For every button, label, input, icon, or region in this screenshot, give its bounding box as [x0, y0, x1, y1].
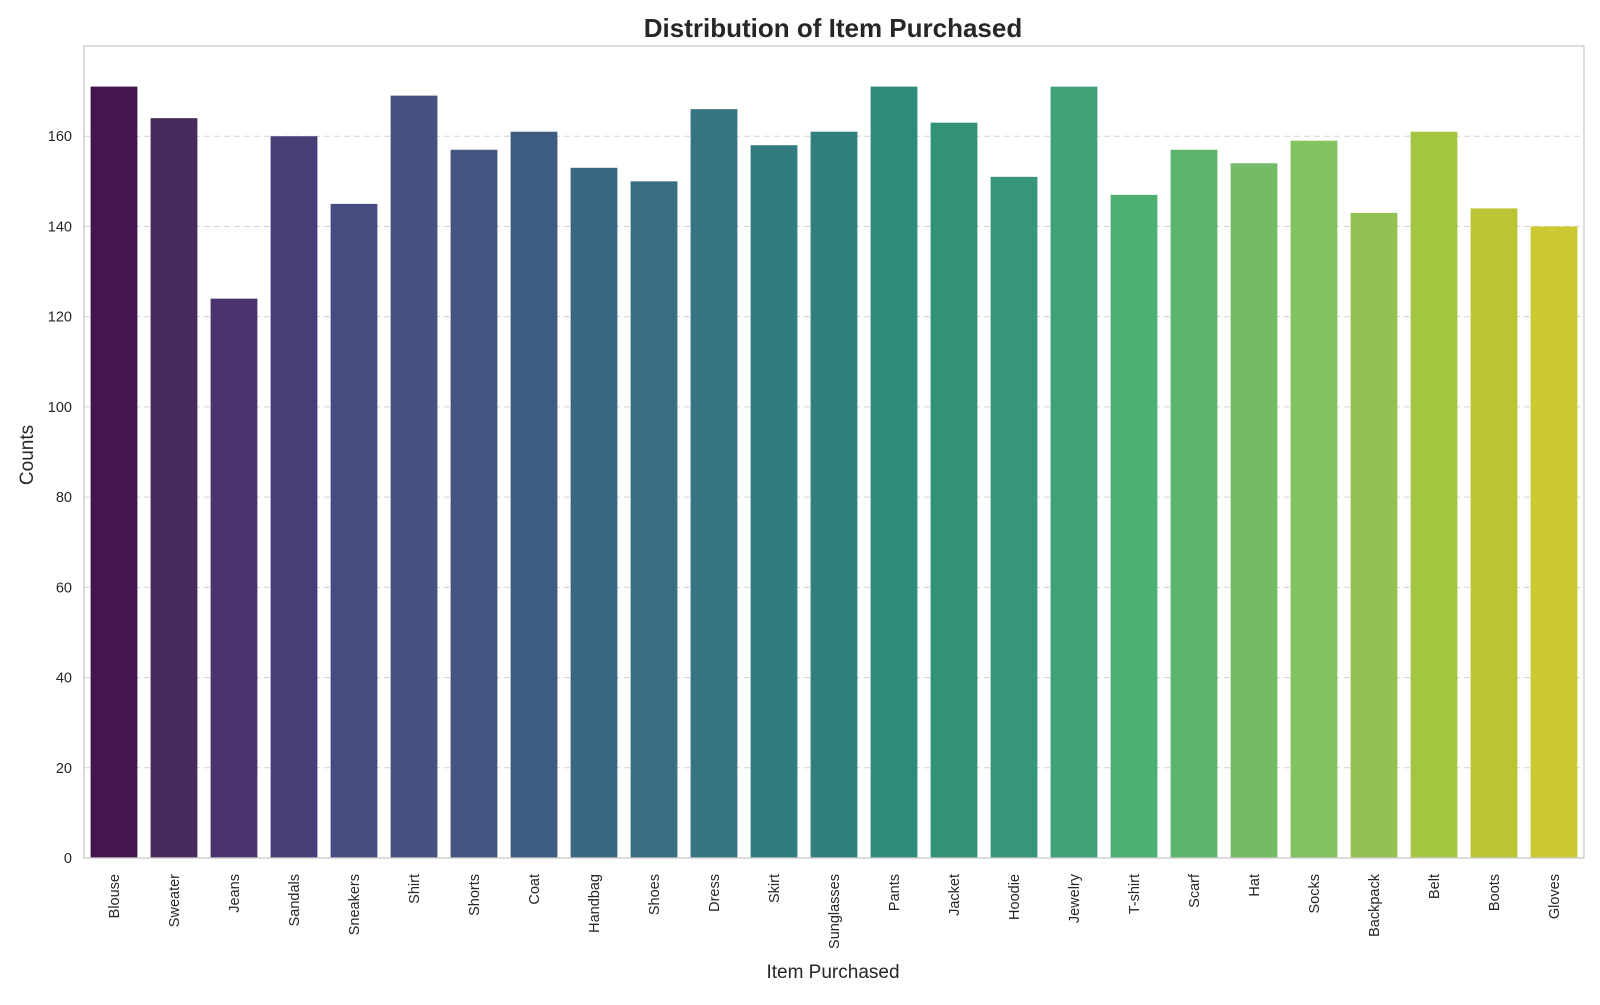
bar-shorts: [450, 149, 498, 858]
bar-jeans: [210, 298, 258, 859]
bar-shoes: [630, 181, 678, 859]
y-axis-ticks: 0 20 40 60 80 100 120 140 160: [48, 129, 72, 867]
y-axis-label: Counts: [17, 425, 38, 485]
chart-title: Distribution of Item Purchased: [644, 13, 1023, 43]
x-tick-label-shirt: Shirt: [407, 874, 423, 904]
y-tick-label-60: 60: [56, 580, 72, 596]
x-tick-label-scarf: Scarf: [1187, 873, 1203, 908]
bar-t-shirt: [1110, 194, 1158, 858]
x-tick-label-sneakers: Sneakers: [347, 874, 363, 935]
y-tick-label-160: 160: [48, 129, 72, 145]
x-tick-label-sunglasses: Sunglasses: [827, 874, 843, 949]
bar-sneakers: [330, 203, 378, 858]
bar-backpack: [1350, 212, 1398, 858]
x-tick-label-sandals: Sandals: [287, 874, 303, 926]
x-axis-label: Item Purchased: [766, 962, 899, 983]
x-tick-label-blouse: Blouse: [107, 874, 123, 918]
bar-jewelry: [1050, 86, 1098, 859]
x-tick-label-coat: Coat: [527, 874, 543, 905]
bar-boots: [1470, 208, 1518, 858]
y-tick-label-140: 140: [48, 219, 72, 235]
x-tick-label-pants: Pants: [887, 874, 903, 911]
x-tick-label-shorts: Shorts: [467, 874, 483, 916]
x-tick-label-hat: Hat: [1247, 874, 1263, 897]
bar-gloves: [1530, 226, 1578, 858]
y-tick-label-40: 40: [56, 671, 72, 687]
bar-sweater: [150, 118, 198, 858]
plot-frame: [83, 45, 1585, 859]
x-tick-label-gloves: Gloves: [1547, 874, 1563, 919]
x-tick-label-jacket: Jacket: [947, 874, 963, 916]
x-tick-label-handbag: Handbag: [587, 874, 603, 933]
bar-sunglasses: [810, 131, 858, 858]
bar-sandals: [270, 136, 318, 858]
bar-blouse: [90, 86, 138, 859]
bar-handbag: [570, 167, 618, 859]
x-tick-label-hoodie: Hoodie: [1007, 874, 1023, 920]
bar-pants: [870, 86, 918, 859]
x-tick-label-dress: Dress: [707, 874, 723, 912]
bar-skirt: [750, 145, 798, 858]
x-tick-label-jewelry: Jewelry: [1067, 873, 1083, 923]
x-tick-label-t-shirt: T-shirt: [1127, 874, 1143, 914]
x-tick-label-backpack: Backpack: [1367, 873, 1383, 937]
x-tick-label-skirt: Skirt: [767, 874, 783, 903]
y-tick-label-80: 80: [56, 490, 72, 506]
bar-socks: [1290, 140, 1338, 858]
y-tick-label-0: 0: [64, 851, 72, 867]
bar-belt: [1410, 131, 1458, 858]
x-axis-ticks: Blouse Sweater Jeans Sandals Sneakers Shirt Sh…: [107, 873, 1563, 949]
bar-shirt: [390, 95, 438, 859]
x-tick-label-socks: Socks: [1307, 874, 1323, 914]
bar-coat: [510, 131, 558, 858]
x-tick-label-belt: Belt: [1427, 874, 1443, 899]
bar-dress: [690, 109, 738, 858]
x-tick-label-jeans: Jeans: [227, 874, 243, 913]
bar-scarf: [1170, 149, 1218, 858]
x-tick-label-shoes: Shoes: [647, 874, 663, 915]
bar-hoodie: [990, 176, 1038, 859]
bar-jacket: [930, 122, 978, 858]
y-tick-label-100: 100: [48, 400, 72, 416]
y-tick-label-20: 20: [56, 761, 72, 777]
x-tick-label-boots: Boots: [1487, 874, 1503, 911]
x-tick-label-sweater: Sweater: [167, 874, 183, 927]
bar-hat: [1230, 163, 1278, 859]
bars: [90, 86, 1578, 859]
y-tick-label-120: 120: [48, 310, 72, 326]
